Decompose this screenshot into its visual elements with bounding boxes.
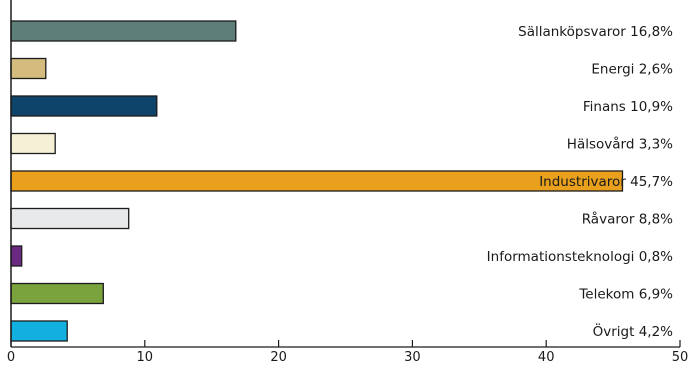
bar-label-ovrigt: Övrigt 4,2% bbox=[593, 322, 674, 340]
x-tick-label: 10 bbox=[137, 350, 154, 365]
x-tick-label: 40 bbox=[538, 350, 555, 365]
bar-informationsteknologi bbox=[10, 245, 23, 267]
bar-label-finans: Finans 10,9% bbox=[583, 99, 673, 115]
x-tick-label: 30 bbox=[404, 350, 421, 365]
x-tick-label: 50 bbox=[672, 350, 689, 365]
bar-ravaror bbox=[10, 207, 130, 230]
bar-label-industrivaror: Industrivaror 45,7% bbox=[539, 174, 673, 190]
bar-label-energi: Energi 2,6% bbox=[591, 62, 673, 78]
bar-label-ravaror: Råvaror 8,8% bbox=[582, 211, 673, 228]
bar-ovrigt bbox=[10, 320, 68, 342]
bar-halsovard bbox=[10, 132, 56, 155]
bar-energi bbox=[10, 57, 47, 80]
bars-group bbox=[10, 20, 624, 342]
bar-label-sallankopsvaror: Sällanköpsvaror 16,8% bbox=[518, 24, 673, 40]
bar-industrivaror bbox=[10, 170, 624, 192]
bar-telekom bbox=[10, 282, 104, 305]
x-tick-label: 0 bbox=[7, 350, 15, 365]
bar-label-halsovard: Hälsovård 3,3% bbox=[567, 136, 673, 153]
x-tick-label: 20 bbox=[270, 350, 287, 365]
bar-label-telekom: Telekom 6,9% bbox=[578, 287, 673, 303]
category-labels-group: Sällanköpsvaror 16,8% Energi 2,6% Finans 1… bbox=[487, 24, 674, 340]
x-axis: 0 10 20 30 40 50 bbox=[7, 0, 688, 365]
bar-label-informationsteknologi: Informationsteknologi 0,8% bbox=[487, 249, 674, 265]
bar-finans bbox=[10, 95, 158, 117]
bar-sallankopsvaror bbox=[10, 20, 237, 42]
